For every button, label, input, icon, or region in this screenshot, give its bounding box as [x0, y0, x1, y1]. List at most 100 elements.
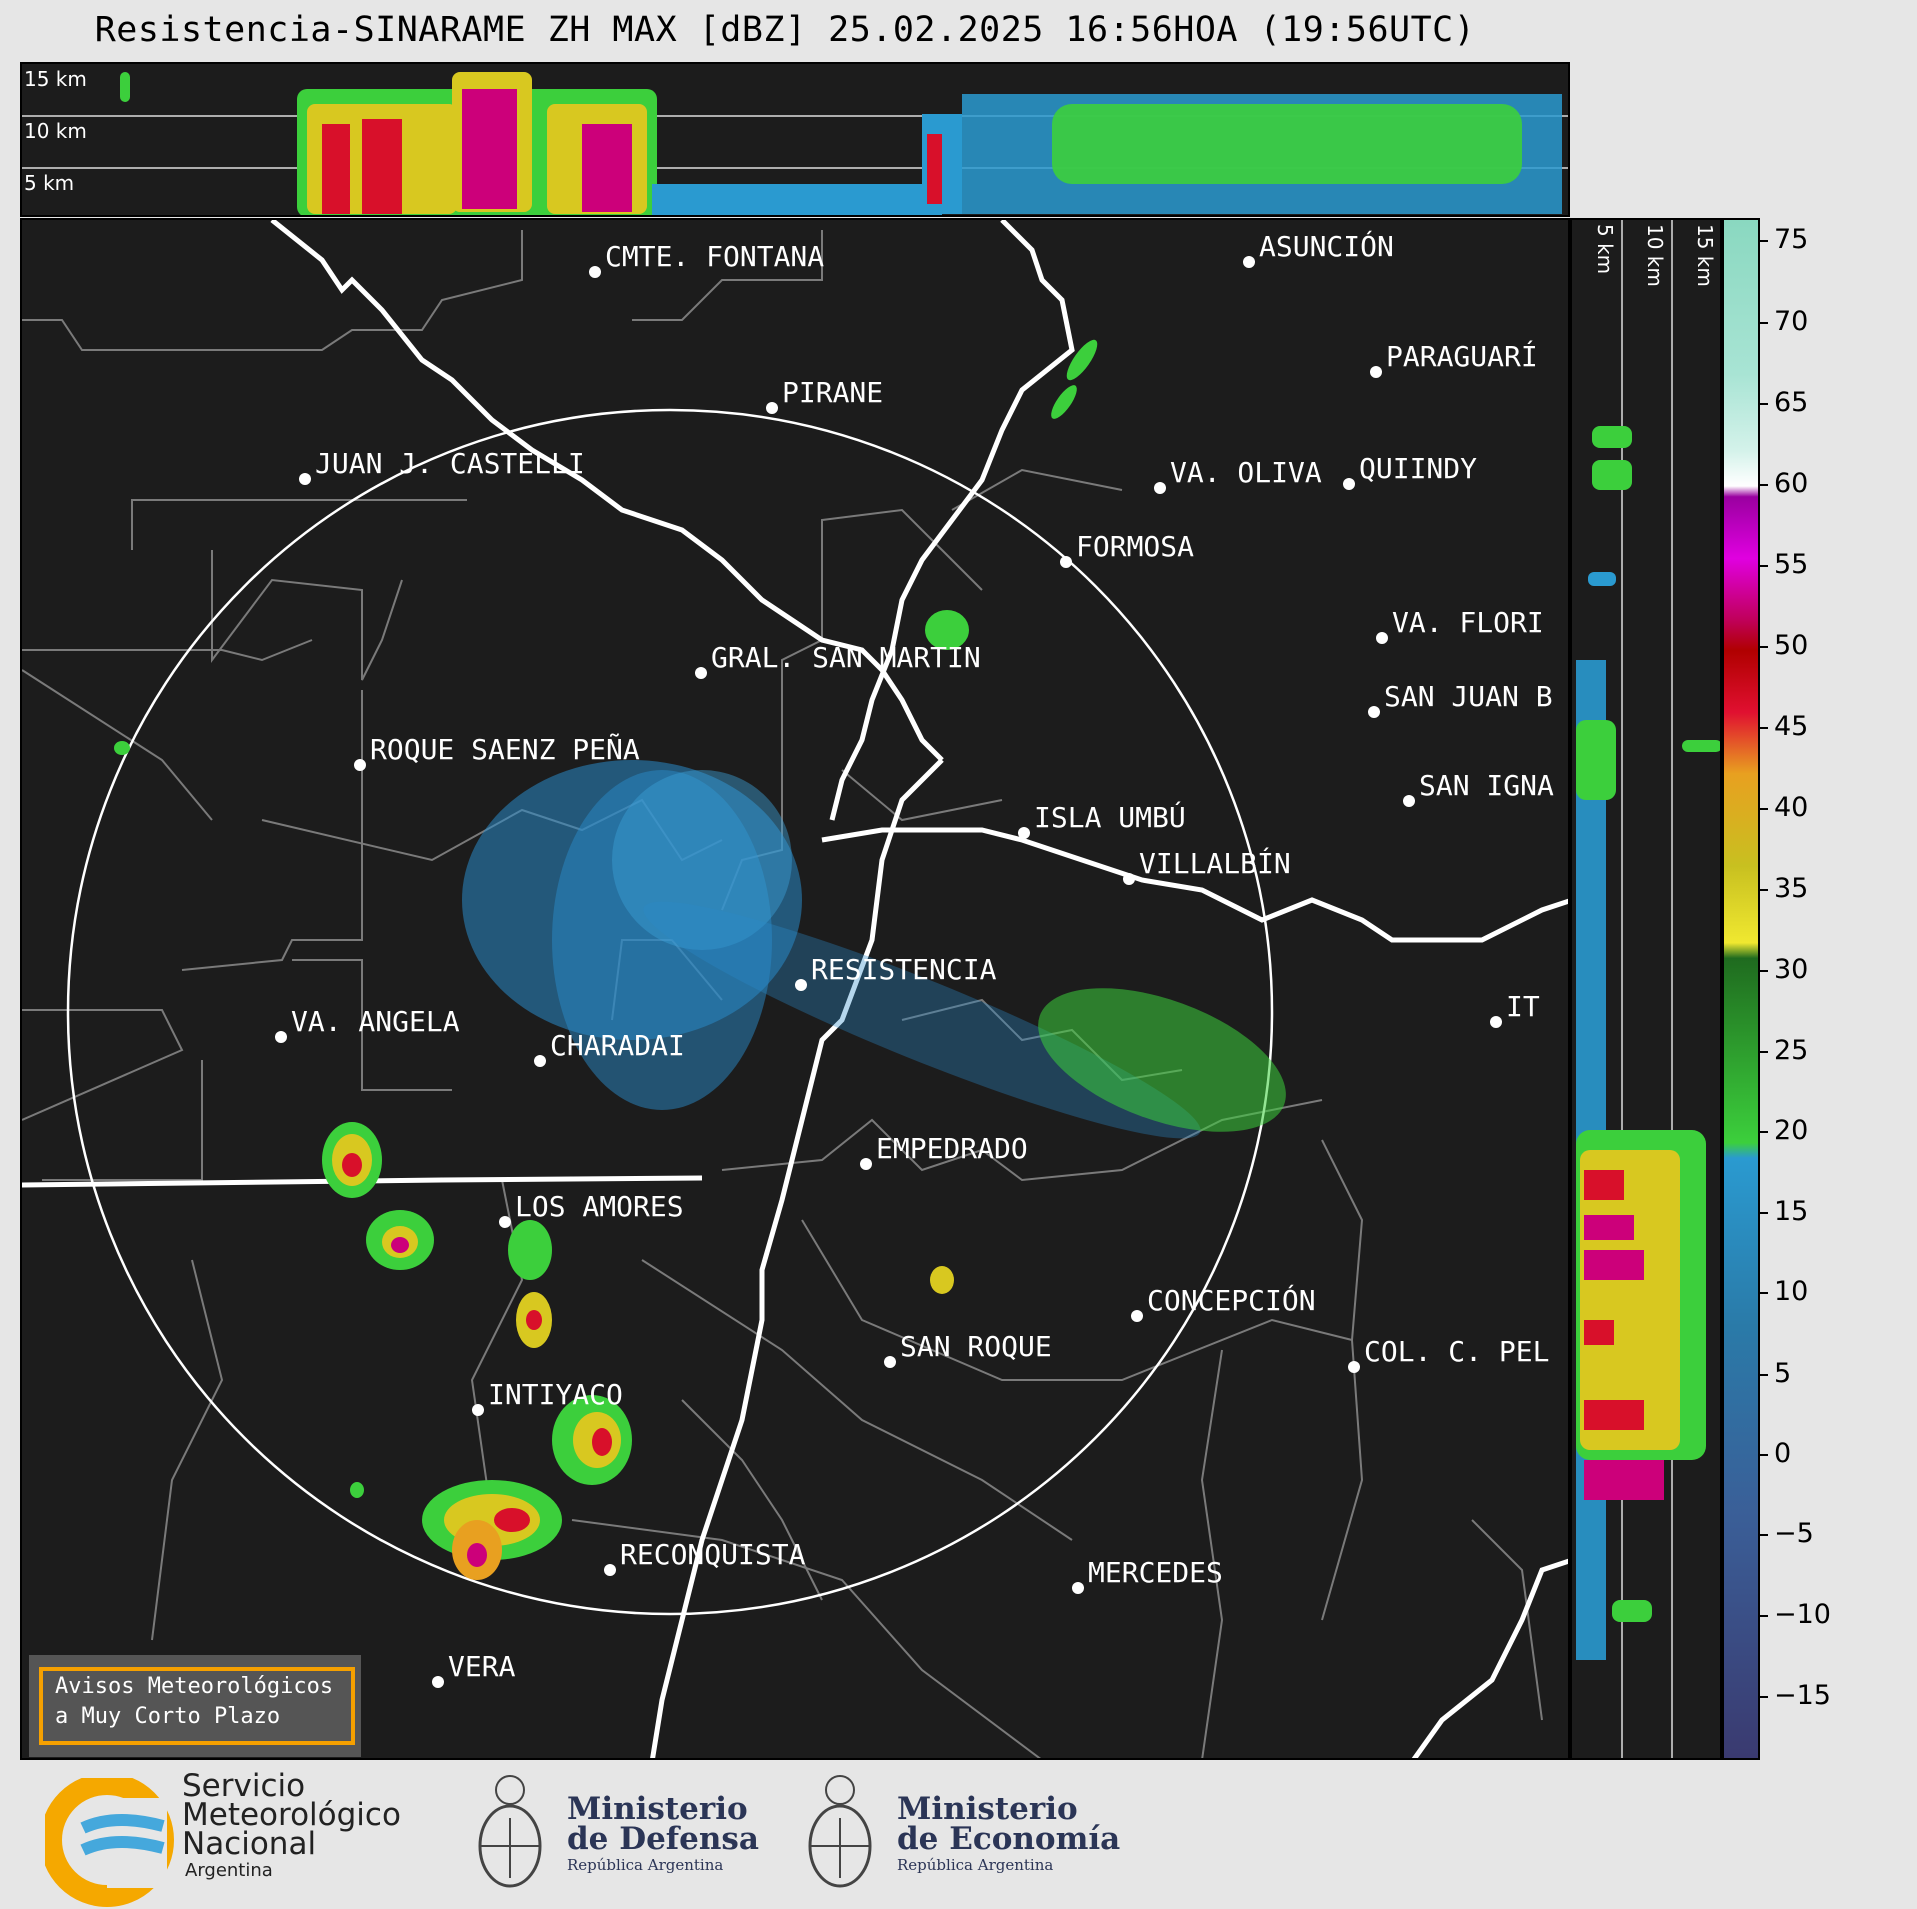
city-label: LOS AMORES	[515, 1190, 684, 1223]
city-label: VERA	[448, 1650, 516, 1683]
colorbar-tick-value: 40	[1774, 792, 1809, 823]
top-cross-section-panel: 15 km 10 km 5 km	[20, 62, 1570, 217]
city-marker	[1072, 1582, 1084, 1594]
range-ring	[66, 408, 1274, 1616]
city-marker	[1131, 1310, 1143, 1322]
city-marker	[604, 1564, 616, 1576]
city-marker	[1243, 256, 1255, 268]
colorbar-tick-label: 5	[1760, 1358, 1791, 1389]
city-label: VILLALBÍN	[1139, 846, 1291, 880]
city-label: PIRANE	[782, 376, 883, 409]
city-label: CHARADAI	[550, 1029, 685, 1062]
top-cross-section-svg: 15 km 10 km 5 km	[22, 67, 1568, 215]
top-alt-15: 15 km	[24, 67, 87, 91]
smn-logo-icon	[45, 1778, 174, 1907]
colorbar-tick-value: 15	[1774, 1196, 1809, 1227]
smn-name: Servicio Meteorológico Nacional Argentin…	[182, 1768, 401, 1883]
colorbar-tick-value: −10	[1774, 1599, 1831, 1630]
page-title: Resistencia-SINARAME ZH MAX [dBZ] 25.02.…	[94, 10, 1476, 50]
colorbar-tick-value: −15	[1774, 1680, 1831, 1711]
radar-echoes	[114, 339, 1286, 1580]
city-label: EMPEDRADO	[876, 1132, 1028, 1165]
smn-line-1: Servicio	[182, 1768, 306, 1804]
colorbar-tick-label: 45	[1760, 711, 1808, 742]
city-layer: CMTE. FONTANA ASUNCIÓN PARAGUARÍ PIRANE JUAN…	[275, 229, 1554, 1688]
colorbar-tick-label: −10	[1760, 1599, 1831, 1630]
city-label: ISLA UMBÚ	[1034, 800, 1186, 834]
colorbar-tick-label: 30	[1760, 954, 1808, 985]
city-marker	[275, 1031, 287, 1043]
city-marker	[1368, 706, 1380, 718]
city-marker	[1370, 366, 1382, 378]
city-label: CONCEPCIÓN	[1147, 1283, 1316, 1317]
colorbar-tick-label: 20	[1760, 1115, 1808, 1146]
city-label: VA. FLORI	[1392, 606, 1544, 639]
coat-of-arms-icon	[478, 1775, 542, 1888]
city-marker	[499, 1216, 511, 1228]
colorbar-tick-value: −5	[1774, 1518, 1814, 1549]
defensa-name: Ministerio de Defensa República Argentin…	[567, 1794, 759, 1876]
city-label: RECONQUISTA	[620, 1538, 806, 1571]
colorbar-tick-label: −15	[1760, 1680, 1831, 1711]
colorbar-tick-value: 55	[1774, 549, 1809, 580]
colorbar-tick-value: 35	[1774, 873, 1809, 904]
city-marker	[695, 667, 707, 679]
colorbar-tick-value: 65	[1774, 387, 1809, 418]
city-label: CMTE. FONTANA	[605, 240, 824, 273]
colorbar-tick-label: 40	[1760, 792, 1808, 823]
city-marker	[1376, 632, 1388, 644]
city-marker	[1490, 1016, 1502, 1028]
colorbar-tick-label: 35	[1760, 873, 1808, 904]
city-marker	[354, 759, 366, 771]
smn-line-2: Meteorológico	[182, 1797, 401, 1833]
warning-line-2: a Muy Corto Plazo	[55, 1704, 281, 1729]
city-label: IT	[1506, 990, 1540, 1023]
rivers-and-borders	[22, 220, 1568, 1758]
city-label: FORMOSA	[1076, 530, 1194, 563]
colorbar-tick-value: 0	[1774, 1438, 1792, 1469]
colorbar-tick-value: 70	[1774, 306, 1809, 337]
colorbar-tick-value: 10	[1774, 1276, 1809, 1307]
city-marker	[589, 266, 601, 278]
warning-box-frame: Avisos Meteorológicos a Muy Corto Plazo	[39, 1667, 355, 1745]
colorbar-tick-value: 50	[1774, 630, 1809, 661]
radar-map: CMTE. FONTANA ASUNCIÓN PARAGUARÍ PIRANE JUAN…	[20, 218, 1570, 1760]
city-marker	[534, 1055, 546, 1067]
colorbar-tick-label: 65	[1760, 387, 1808, 418]
city-label: PARAGUARÍ	[1386, 339, 1538, 373]
colorbar-tick-label: 15	[1760, 1196, 1808, 1227]
city-label: VA. ANGELA	[291, 1005, 460, 1038]
city-marker	[1018, 827, 1030, 839]
colorbar-tick-value: 75	[1774, 224, 1809, 255]
city-marker	[1403, 795, 1415, 807]
admin-boundaries	[22, 230, 1543, 1758]
city-label: RESISTENCIA	[811, 953, 997, 986]
colorbar-tick-label: 70	[1760, 306, 1808, 337]
defensa-line-1: Ministerio	[567, 1791, 748, 1827]
colorbar-tick-value: 30	[1774, 954, 1809, 985]
city-marker	[884, 1356, 896, 1368]
city-label: ROQUE SAENZ PEÑA	[370, 732, 640, 766]
city-label: QUIINDY	[1359, 452, 1477, 485]
city-marker	[766, 402, 778, 414]
city-label: JUAN J. CASTELLI	[315, 447, 585, 480]
right-alt-5: 5 km	[1593, 224, 1617, 274]
colorbar-tick-label: 0	[1760, 1438, 1791, 1469]
radar-map-svg: CMTE. FONTANA ASUNCIÓN PARAGUARÍ PIRANE JUAN…	[22, 220, 1568, 1758]
economia-name: Ministerio de Economía República Argenti…	[897, 1794, 1120, 1876]
right-cross-section-svg: 5 km 10 km 15 km	[1576, 220, 1720, 1758]
city-label: INTIYACO	[488, 1378, 623, 1411]
city-label: MERCEDES	[1088, 1556, 1223, 1589]
city-label: GRAL. SAN MARTIN	[711, 641, 981, 674]
colorbar-tick-label: 60	[1760, 468, 1808, 499]
city-marker	[1343, 478, 1355, 490]
right-alt-10: 10 km	[1643, 224, 1667, 287]
right-cross-section-panel: 5 km 10 km 15 km	[1570, 218, 1722, 1760]
right-alt-15: 15 km	[1693, 224, 1717, 287]
city-marker	[1154, 482, 1166, 494]
colorbar-tick-label: 55	[1760, 549, 1808, 580]
city-marker	[1123, 873, 1135, 885]
colorbar-tick-value: 5	[1774, 1358, 1792, 1389]
economia-line-3: República Argentina	[897, 1856, 1054, 1874]
city-label: ASUNCIÓN	[1259, 229, 1394, 263]
